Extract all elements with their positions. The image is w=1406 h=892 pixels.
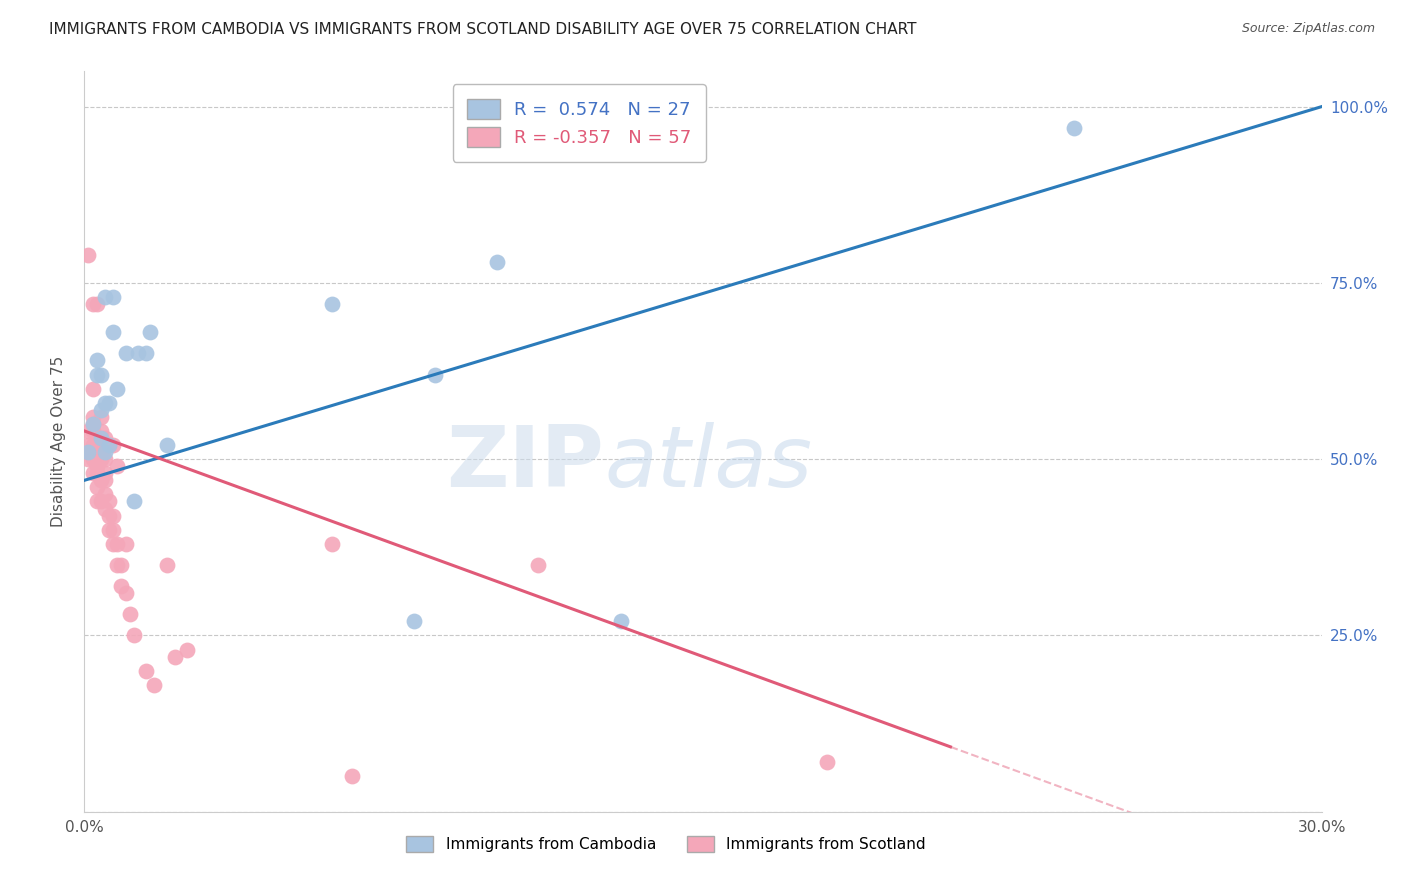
Point: [98, 508, 121, 523]
Point: [98, 438, 121, 452]
Point: [94, 445, 117, 459]
Point: [105, 459, 128, 474]
Point: [90, 431, 112, 445]
Point: [86, 445, 108, 459]
Point: [90, 409, 112, 424]
Point: [82, 417, 104, 431]
Point: [98, 523, 121, 537]
Point: [94, 501, 117, 516]
Point: [103, 523, 125, 537]
Text: ZIP: ZIP: [446, 422, 605, 505]
Point: [90, 473, 112, 487]
Point: [77, 424, 100, 438]
Point: [404, 615, 426, 629]
Point: [609, 615, 631, 629]
Point: [86, 480, 108, 494]
Point: [82, 452, 104, 467]
Point: [105, 382, 128, 396]
Point: [156, 558, 179, 572]
Point: [86, 297, 108, 311]
Point: [94, 290, 117, 304]
Text: Source: ZipAtlas.com: Source: ZipAtlas.com: [1241, 22, 1375, 36]
Point: [90, 494, 112, 508]
Point: [1063, 120, 1085, 135]
Text: IMMIGRANTS FROM CAMBODIA VS IMMIGRANTS FROM SCOTLAND DISABILITY AGE OVER 75 CORR: IMMIGRANTS FROM CAMBODIA VS IMMIGRANTS F…: [49, 22, 917, 37]
Point: [105, 537, 128, 551]
Point: [82, 409, 104, 424]
Point: [77, 248, 100, 262]
Point: [321, 537, 343, 551]
Point: [135, 346, 157, 360]
Point: [815, 756, 838, 770]
Point: [103, 508, 125, 523]
Point: [77, 445, 100, 459]
Point: [82, 382, 104, 396]
Point: [77, 452, 100, 467]
Point: [86, 467, 108, 481]
Point: [90, 402, 112, 417]
Point: [110, 558, 132, 572]
Point: [103, 537, 125, 551]
Point: [342, 769, 364, 783]
Point: [122, 628, 145, 642]
Point: [86, 459, 108, 474]
Point: [82, 438, 104, 452]
Point: [114, 586, 136, 600]
Point: [90, 438, 112, 452]
Point: [103, 325, 125, 339]
Point: [94, 473, 117, 487]
Point: [82, 297, 104, 311]
Point: [143, 678, 166, 692]
Point: [321, 297, 343, 311]
Point: [135, 664, 157, 678]
Point: [110, 579, 132, 593]
Point: [156, 438, 179, 452]
Point: [114, 537, 136, 551]
Point: [527, 558, 550, 572]
Point: [98, 438, 121, 452]
Point: [118, 607, 141, 622]
Y-axis label: Disability Age Over 75: Disability Age Over 75: [51, 356, 66, 527]
Point: [165, 649, 187, 664]
Point: [139, 325, 162, 339]
Point: [423, 368, 446, 382]
Point: [86, 494, 108, 508]
Point: [94, 452, 117, 467]
Text: atlas: atlas: [605, 422, 813, 505]
Point: [86, 353, 108, 368]
Point: [94, 487, 117, 501]
Point: [176, 642, 198, 657]
Point: [103, 438, 125, 452]
Point: [90, 452, 112, 467]
Point: [82, 424, 104, 438]
Point: [105, 558, 128, 572]
Point: [98, 396, 121, 410]
Point: [94, 396, 117, 410]
Point: [485, 254, 508, 268]
Point: [77, 438, 100, 452]
Point: [82, 467, 104, 481]
Point: [86, 368, 108, 382]
Point: [127, 346, 149, 360]
Point: [82, 417, 104, 431]
Legend: Immigrants from Cambodia, Immigrants from Scotland: Immigrants from Cambodia, Immigrants fro…: [398, 829, 934, 860]
Point: [90, 424, 112, 438]
Point: [103, 290, 125, 304]
Point: [98, 494, 121, 508]
Point: [90, 368, 112, 382]
Point: [94, 431, 117, 445]
Point: [86, 438, 108, 452]
Point: [94, 467, 117, 481]
Point: [114, 346, 136, 360]
Point: [122, 494, 145, 508]
